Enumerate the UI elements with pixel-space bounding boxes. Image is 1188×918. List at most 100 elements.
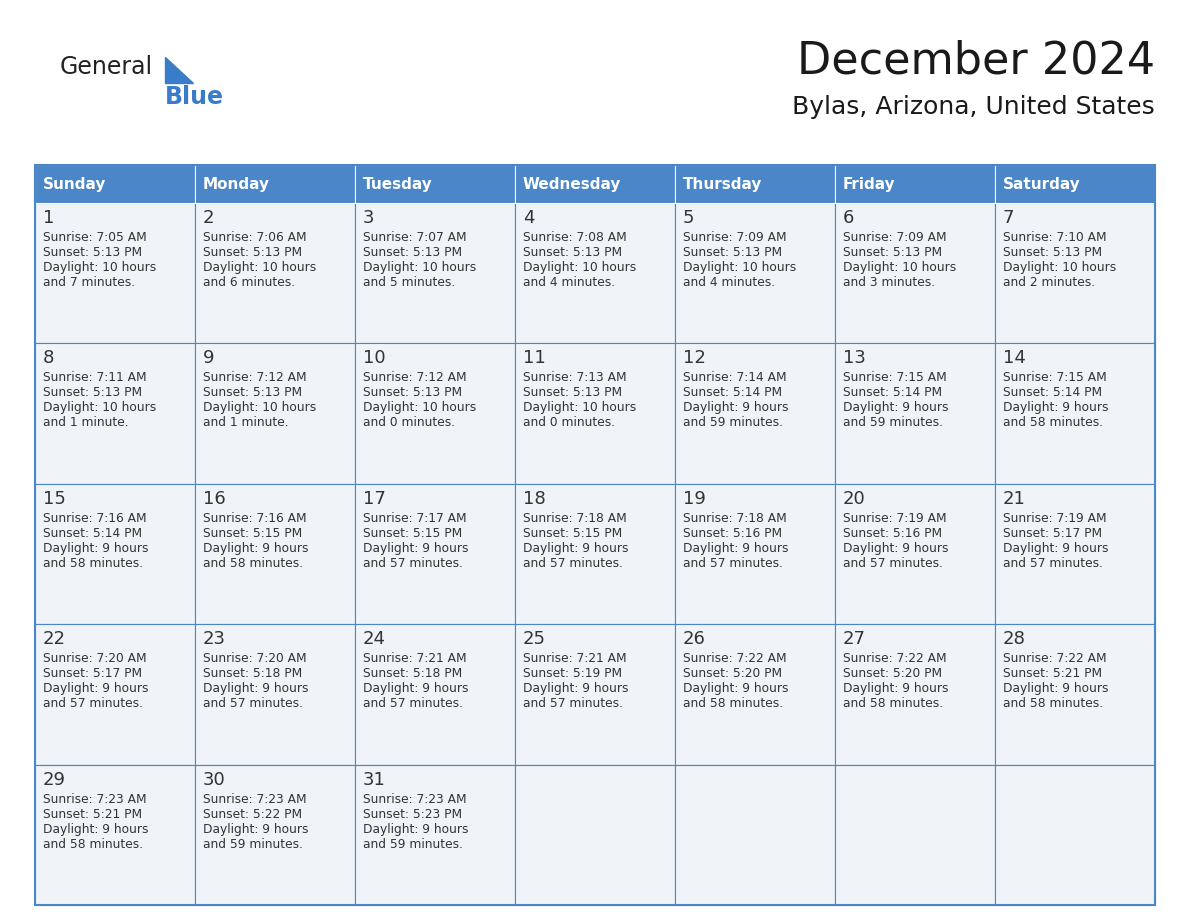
Text: Daylight: 10 hours: Daylight: 10 hours — [43, 261, 157, 274]
Bar — [355, 343, 516, 484]
Text: Sunset: 5:22 PM: Sunset: 5:22 PM — [203, 808, 302, 821]
Bar — [355, 165, 516, 203]
Text: Sunrise: 7:23 AM: Sunrise: 7:23 AM — [43, 792, 146, 806]
Text: Daylight: 10 hours: Daylight: 10 hours — [203, 261, 316, 274]
Bar — [195, 203, 355, 343]
Text: and 0 minutes.: and 0 minutes. — [364, 417, 455, 430]
Text: Sunset: 5:14 PM: Sunset: 5:14 PM — [683, 386, 782, 399]
Polygon shape — [165, 57, 192, 83]
Text: Sunrise: 7:15 AM: Sunrise: 7:15 AM — [843, 372, 947, 385]
Text: Sunset: 5:13 PM: Sunset: 5:13 PM — [843, 246, 942, 259]
Text: Daylight: 9 hours: Daylight: 9 hours — [203, 823, 309, 835]
Text: 13: 13 — [843, 350, 866, 367]
Text: and 57 minutes.: and 57 minutes. — [203, 697, 303, 711]
Bar — [675, 765, 835, 905]
Text: Sunset: 5:15 PM: Sunset: 5:15 PM — [523, 527, 623, 540]
Bar — [996, 765, 1155, 905]
Text: Daylight: 9 hours: Daylight: 9 hours — [364, 682, 468, 695]
Text: Daylight: 9 hours: Daylight: 9 hours — [843, 682, 948, 695]
Text: and 5 minutes.: and 5 minutes. — [364, 276, 455, 289]
Bar — [355, 624, 516, 765]
Text: 24: 24 — [364, 630, 386, 648]
Text: 30: 30 — [203, 770, 226, 789]
Text: Sunrise: 7:09 AM: Sunrise: 7:09 AM — [683, 231, 786, 244]
Text: Daylight: 9 hours: Daylight: 9 hours — [43, 823, 148, 835]
Text: 7: 7 — [1003, 209, 1015, 227]
Text: 25: 25 — [523, 630, 546, 648]
Text: Daylight: 9 hours: Daylight: 9 hours — [523, 542, 628, 554]
Text: Sunset: 5:13 PM: Sunset: 5:13 PM — [523, 386, 623, 399]
Text: 1: 1 — [43, 209, 55, 227]
Text: Daylight: 9 hours: Daylight: 9 hours — [43, 682, 148, 695]
Bar — [835, 203, 996, 343]
Text: and 57 minutes.: and 57 minutes. — [523, 557, 623, 570]
Text: and 4 minutes.: and 4 minutes. — [683, 276, 775, 289]
Text: 21: 21 — [1003, 490, 1026, 508]
Bar — [516, 484, 675, 624]
Bar — [195, 624, 355, 765]
Text: 3: 3 — [364, 209, 374, 227]
Text: Sunset: 5:16 PM: Sunset: 5:16 PM — [683, 527, 782, 540]
Text: Sunset: 5:13 PM: Sunset: 5:13 PM — [1003, 246, 1102, 259]
Bar — [195, 343, 355, 484]
Text: Sunset: 5:18 PM: Sunset: 5:18 PM — [203, 667, 302, 680]
Text: Sunrise: 7:20 AM: Sunrise: 7:20 AM — [43, 652, 146, 666]
Text: Sunrise: 7:22 AM: Sunrise: 7:22 AM — [683, 652, 786, 666]
Text: and 58 minutes.: and 58 minutes. — [43, 837, 143, 851]
Text: Sunrise: 7:07 AM: Sunrise: 7:07 AM — [364, 231, 467, 244]
Text: General: General — [61, 55, 153, 79]
Text: Sunset: 5:17 PM: Sunset: 5:17 PM — [1003, 527, 1102, 540]
Bar — [516, 765, 675, 905]
Text: Daylight: 10 hours: Daylight: 10 hours — [523, 401, 637, 414]
Text: Sunrise: 7:23 AM: Sunrise: 7:23 AM — [203, 792, 307, 806]
Text: 26: 26 — [683, 630, 706, 648]
Text: Sunset: 5:14 PM: Sunset: 5:14 PM — [1003, 386, 1102, 399]
Text: 4: 4 — [523, 209, 535, 227]
Text: Sunset: 5:17 PM: Sunset: 5:17 PM — [43, 667, 143, 680]
Text: Sunrise: 7:11 AM: Sunrise: 7:11 AM — [43, 372, 146, 385]
Text: Bylas, Arizona, United States: Bylas, Arizona, United States — [792, 95, 1155, 119]
Text: Sunset: 5:21 PM: Sunset: 5:21 PM — [43, 808, 143, 821]
Text: Sunrise: 7:18 AM: Sunrise: 7:18 AM — [683, 512, 786, 525]
Bar — [355, 484, 516, 624]
Bar — [996, 624, 1155, 765]
Text: Friday: Friday — [843, 176, 896, 192]
Text: Sunset: 5:13 PM: Sunset: 5:13 PM — [683, 246, 782, 259]
Text: Sunrise: 7:08 AM: Sunrise: 7:08 AM — [523, 231, 627, 244]
Text: Sunrise: 7:19 AM: Sunrise: 7:19 AM — [843, 512, 947, 525]
Text: Sunrise: 7:23 AM: Sunrise: 7:23 AM — [364, 792, 467, 806]
Text: Sunset: 5:13 PM: Sunset: 5:13 PM — [523, 246, 623, 259]
Text: Daylight: 10 hours: Daylight: 10 hours — [843, 261, 956, 274]
Text: Daylight: 9 hours: Daylight: 9 hours — [843, 542, 948, 554]
Text: Sunrise: 7:21 AM: Sunrise: 7:21 AM — [523, 652, 626, 666]
Text: and 57 minutes.: and 57 minutes. — [364, 557, 463, 570]
Bar — [996, 343, 1155, 484]
Text: Sunrise: 7:05 AM: Sunrise: 7:05 AM — [43, 231, 147, 244]
Bar — [675, 484, 835, 624]
Text: 8: 8 — [43, 350, 55, 367]
Text: Sunset: 5:15 PM: Sunset: 5:15 PM — [203, 527, 302, 540]
Bar — [355, 203, 516, 343]
Text: and 7 minutes.: and 7 minutes. — [43, 276, 135, 289]
Text: Sunset: 5:13 PM: Sunset: 5:13 PM — [43, 386, 143, 399]
Text: Daylight: 10 hours: Daylight: 10 hours — [1003, 261, 1117, 274]
Text: 17: 17 — [364, 490, 386, 508]
Bar — [996, 165, 1155, 203]
Text: Sunset: 5:15 PM: Sunset: 5:15 PM — [364, 527, 462, 540]
Text: Sunrise: 7:14 AM: Sunrise: 7:14 AM — [683, 372, 786, 385]
Text: Blue: Blue — [165, 85, 225, 109]
Text: 27: 27 — [843, 630, 866, 648]
Bar — [996, 203, 1155, 343]
Text: 9: 9 — [203, 350, 215, 367]
Text: and 57 minutes.: and 57 minutes. — [364, 697, 463, 711]
Bar — [516, 624, 675, 765]
Text: Daylight: 10 hours: Daylight: 10 hours — [683, 261, 796, 274]
Text: 11: 11 — [523, 350, 545, 367]
Text: Daylight: 9 hours: Daylight: 9 hours — [523, 682, 628, 695]
Text: Saturday: Saturday — [1003, 176, 1081, 192]
Text: and 59 minutes.: and 59 minutes. — [203, 837, 303, 851]
Bar — [34, 484, 195, 624]
Text: Sunrise: 7:06 AM: Sunrise: 7:06 AM — [203, 231, 307, 244]
Text: 18: 18 — [523, 490, 545, 508]
Text: Sunset: 5:20 PM: Sunset: 5:20 PM — [683, 667, 782, 680]
